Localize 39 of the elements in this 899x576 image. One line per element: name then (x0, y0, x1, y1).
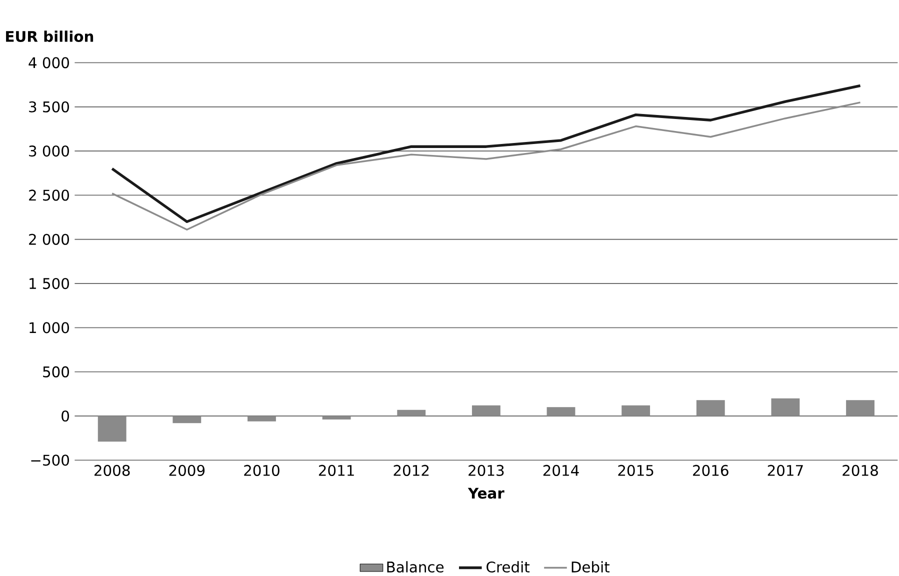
y-tick-label: 1 000 (30, 322, 69, 334)
bar (172, 416, 202, 423)
y-tick-label: 500 (43, 366, 69, 378)
y-tick-label: 3 500 (29, 101, 69, 112)
y-tick-label: 4 000 (28, 57, 69, 68)
x-tick-label: 2011 (318, 464, 354, 476)
y-tick-label: −500 (31, 454, 69, 466)
x-tick-label: 2010 (244, 464, 280, 476)
x-tick-label: 2015 (618, 464, 654, 476)
bar (322, 416, 351, 420)
bar (397, 410, 426, 416)
x-tick-label: 2016 (693, 464, 728, 476)
bar (696, 400, 725, 416)
legend-label: Credit (486, 561, 530, 572)
bar (846, 400, 874, 416)
x-axis-title: Year (468, 488, 504, 499)
x-tick-label: 2009 (169, 464, 205, 476)
legend-label: Debit (572, 561, 610, 572)
y-tick-label: 3 000 (29, 145, 69, 156)
x-tick-label: 2017 (768, 464, 803, 476)
bar (98, 416, 126, 442)
bar (248, 416, 276, 422)
bar (622, 405, 650, 416)
y-axis-title: EUR billion (6, 30, 94, 42)
bar (771, 398, 800, 416)
x-tick-label: 2014 (543, 464, 579, 476)
y-tick-label: 1 500 (30, 278, 69, 289)
x-tick-label: 2012 (394, 464, 429, 476)
x-tick-label: 2008 (94, 464, 130, 476)
bar (546, 407, 576, 416)
y-tick-label: 2 000 (29, 234, 69, 245)
line-series (111, 101, 862, 230)
y-tick-label: 2 500 (29, 190, 69, 201)
x-tick-label: 2013 (468, 464, 504, 476)
y-tick-label: 0 (62, 410, 69, 422)
line-series (110, 84, 862, 223)
bar (472, 405, 500, 416)
legend-label: Balance (387, 561, 444, 572)
x-tick-label: 2018 (842, 464, 878, 476)
